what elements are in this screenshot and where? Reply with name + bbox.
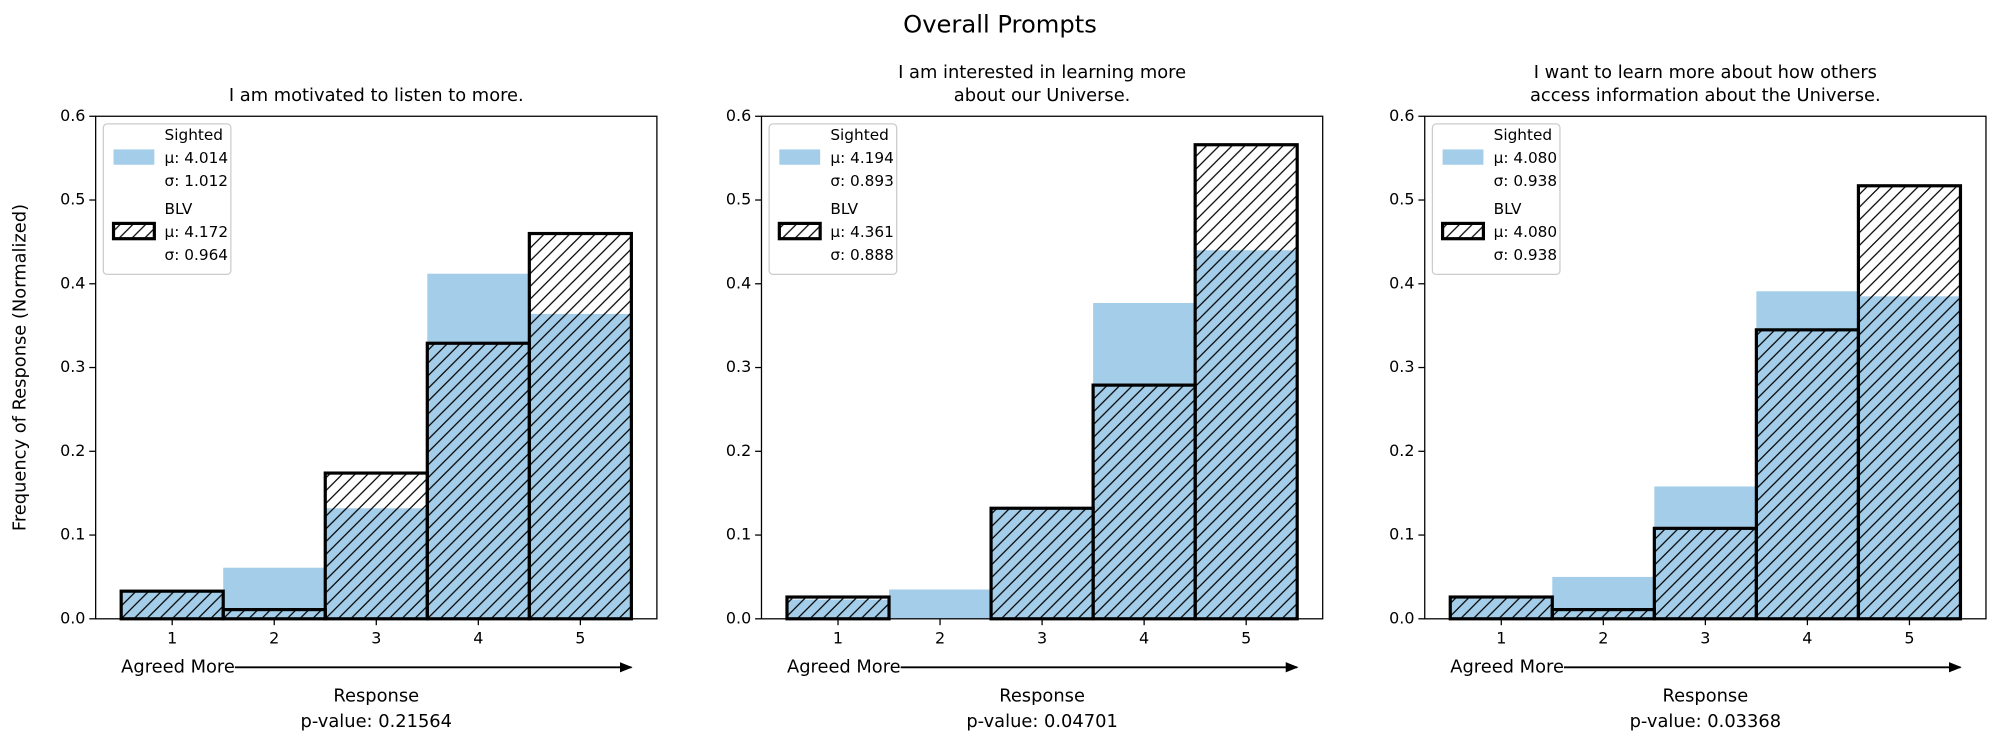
x-tick-label: 5	[575, 629, 585, 648]
bar	[323, 471, 429, 621]
axes-frame	[1424, 115, 1987, 620]
arrow-label: Agreed More	[121, 656, 235, 677]
legend-stat: μ: 4.080	[1494, 223, 1558, 241]
bar	[1856, 184, 1963, 621]
bar	[119, 589, 225, 621]
legend-stat: μ: 4.194	[830, 149, 894, 167]
bar	[425, 341, 531, 621]
legend-swatch	[113, 149, 155, 165]
axes-frame	[95, 115, 658, 620]
bar	[1652, 526, 1758, 621]
y-tick-label: 0.2	[60, 441, 85, 460]
subplot-title: I am interested in learning more	[898, 62, 1186, 83]
x-tick-label: 4	[473, 629, 483, 648]
y-tick-label: 0.3	[60, 357, 85, 376]
legend-stat: μ: 4.080	[1494, 149, 1558, 167]
bar	[1754, 328, 1861, 621]
y-tick-label: 0.6	[60, 106, 85, 125]
legend-swatch	[1441, 221, 1486, 241]
y-tick-label: 0.2	[726, 441, 751, 460]
bar	[1550, 608, 1656, 621]
y-tick-label: 0.6	[726, 106, 751, 125]
y-tick-label: 0.3	[726, 357, 751, 376]
x-tick-label: 5	[1904, 629, 1914, 648]
y-tick-label: 0.6	[1389, 106, 1414, 125]
bar	[527, 231, 633, 621]
x-tick-label: 3	[1700, 629, 1710, 648]
legend-stat: σ: 0.888	[830, 246, 894, 264]
x-tick-label: 1	[167, 629, 177, 648]
subplot: I want to learn more about how othersacc…	[1389, 62, 1987, 732]
legend-label: BLV	[830, 200, 858, 218]
x-axis-label: Response	[1663, 686, 1749, 707]
legend-swatch	[111, 221, 156, 241]
p-value: p-value: 0.21564	[301, 711, 453, 732]
bar	[785, 595, 891, 621]
axes-frame	[760, 115, 1324, 620]
bar	[1448, 595, 1554, 621]
y-tick-label: 0.4	[1389, 273, 1414, 292]
legend-stat: σ: 0.964	[165, 246, 229, 264]
x-tick-label: 2	[1598, 629, 1608, 648]
y-tick-label: 0.3	[1389, 357, 1414, 376]
x-tick-label: 3	[371, 629, 381, 648]
figure-title: Overall Prompts	[903, 11, 1097, 39]
arrow-label: Agreed More	[787, 656, 901, 677]
y-tick-label: 0.4	[726, 273, 751, 292]
y-tick-label: 0.5	[60, 190, 85, 209]
subplot: I am motivated to listen to more. Frequen…	[9, 85, 658, 732]
y-tick-label: 0.5	[726, 190, 751, 209]
p-value: p-value: 0.03368	[1630, 711, 1782, 732]
y-tick-label: 0.1	[1389, 525, 1414, 544]
legend-swatch	[777, 221, 822, 241]
bar	[1193, 143, 1299, 621]
x-tick-label: 1	[1496, 629, 1506, 648]
bar	[989, 506, 1095, 621]
y-tick-label: 0.0	[60, 608, 85, 627]
legend-stat: μ: 4.361	[830, 223, 894, 241]
x-tick-label: 5	[1241, 629, 1251, 648]
x-axis-label: Response	[333, 686, 419, 707]
legend-stat: σ: 1.012	[165, 172, 229, 190]
bar	[889, 589, 992, 619]
bar	[1091, 383, 1197, 621]
y-tick-label: 0.4	[60, 273, 85, 292]
y-tick-label: 0.1	[726, 525, 751, 544]
subplot-title: I want to learn more about how others	[1534, 62, 1877, 83]
legend-stat: μ: 4.014	[165, 149, 229, 167]
y-axis-label: Frequency of Response (Normalized)	[9, 204, 30, 531]
x-tick-label: 2	[269, 629, 279, 648]
legend-label: Sighted	[165, 126, 223, 144]
y-tick-label: 0.1	[60, 525, 85, 544]
x-tick-label: 3	[1037, 629, 1047, 648]
x-axis-label: Response	[999, 686, 1085, 707]
subplot-title: about our Universe.	[954, 85, 1131, 106]
arrow-label: Agreed More	[1450, 656, 1564, 677]
legend-stat: μ: 4.172	[165, 223, 229, 241]
p-value: p-value: 0.04701	[966, 711, 1118, 732]
y-tick-label: 0.0	[726, 608, 751, 627]
x-tick-label: 2	[935, 629, 945, 648]
legend-stat: σ: 0.938	[1494, 172, 1558, 190]
legend-swatch	[1442, 149, 1484, 165]
bar	[221, 608, 327, 621]
legend-stat: σ: 0.938	[1494, 246, 1558, 264]
legend-stat: σ: 0.893	[830, 172, 894, 190]
subplot-title: access information about the Universe.	[1530, 85, 1881, 106]
x-tick-label: 4	[1139, 629, 1149, 648]
y-tick-label: 0.2	[1389, 441, 1414, 460]
x-tick-label: 1	[833, 629, 843, 648]
legend-label: Sighted	[830, 126, 888, 144]
y-tick-label: 0.5	[1389, 190, 1414, 209]
legend-label: BLV	[1494, 200, 1522, 218]
x-tick-label: 4	[1802, 629, 1812, 648]
subplot-title: I am motivated to listen to more.	[229, 85, 524, 106]
y-tick-label: 0.0	[1389, 608, 1414, 627]
legend-label: Sighted	[1494, 126, 1552, 144]
legend-swatch	[779, 149, 821, 165]
legend-label: BLV	[165, 200, 193, 218]
